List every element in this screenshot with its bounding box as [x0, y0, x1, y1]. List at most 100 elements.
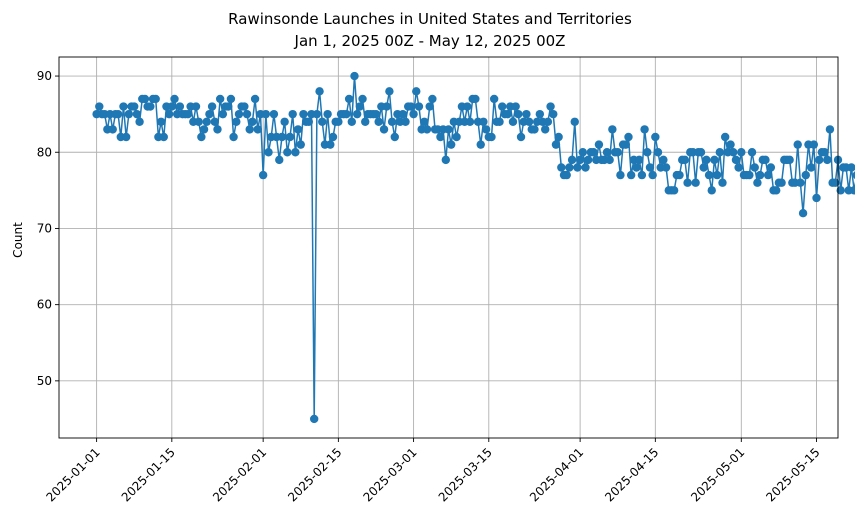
data-point [640, 125, 649, 134]
data-point [202, 117, 211, 126]
data-point [785, 155, 794, 165]
data-point [422, 125, 432, 134]
data-point [503, 109, 512, 119]
data-point [836, 186, 845, 195]
data-point [446, 140, 456, 149]
data-point [831, 178, 840, 187]
data-point [159, 132, 168, 142]
data-point [374, 117, 383, 126]
data-point [436, 132, 445, 142]
data-point [812, 193, 821, 203]
data-point [224, 102, 233, 111]
data-point [581, 163, 590, 172]
data-point [420, 117, 429, 126]
data-point [562, 170, 571, 180]
data-point [170, 94, 179, 104]
data-point [745, 170, 754, 180]
data-point [535, 109, 545, 119]
data-point [156, 117, 166, 126]
data-point [248, 117, 257, 126]
data-point [342, 109, 351, 119]
y-tick-label: 60 [37, 298, 52, 312]
data-point [546, 102, 555, 111]
data-point [476, 140, 485, 149]
data-point [583, 155, 593, 165]
data-point [718, 178, 727, 187]
data-point [498, 102, 507, 111]
data-point [315, 87, 324, 96]
data-point [140, 94, 150, 104]
data-point [146, 102, 155, 111]
data-point [183, 109, 193, 119]
data-point [508, 117, 518, 126]
data-point [401, 117, 410, 126]
data-point [124, 109, 134, 119]
plot-area-frame [58, 56, 839, 439]
data-point [95, 102, 104, 111]
data-point [164, 109, 174, 119]
data-point [680, 155, 690, 165]
data-point [167, 102, 177, 111]
data-point [659, 155, 668, 165]
series-layer [92, 71, 855, 424]
data-point [541, 125, 550, 134]
data-point [557, 163, 566, 172]
data-point [798, 209, 808, 218]
data-point [565, 163, 574, 172]
data-point [675, 170, 684, 180]
data-point [108, 125, 117, 134]
data-point [691, 178, 700, 187]
data-point [245, 125, 254, 134]
data-point [651, 132, 660, 142]
data-point [594, 140, 604, 149]
data-point [605, 155, 614, 165]
grid-lines [59, 57, 838, 438]
data-point [699, 163, 708, 172]
data-point [471, 94, 480, 104]
data-point [299, 109, 308, 119]
data-point [130, 102, 139, 111]
data-point [412, 87, 421, 96]
data-point [573, 163, 582, 172]
data-point [710, 155, 719, 165]
data-point [213, 125, 222, 134]
data-point [463, 102, 472, 111]
data-point [645, 163, 655, 172]
data-point [653, 148, 663, 157]
data-point [350, 71, 359, 81]
data-point [720, 132, 730, 142]
data-point [226, 94, 236, 104]
data-point [551, 140, 561, 149]
data-point [489, 94, 499, 104]
data-point [382, 102, 391, 111]
data-point [425, 102, 434, 111]
data-point [304, 117, 314, 126]
data-point [258, 170, 268, 180]
data-point [487, 132, 496, 142]
data-point [522, 109, 531, 119]
data-point [406, 102, 416, 111]
data-point [530, 125, 539, 134]
data-point [801, 170, 810, 180]
data-point [825, 125, 835, 134]
data-point [820, 148, 829, 157]
data-point [285, 132, 295, 142]
data-point [516, 132, 526, 142]
data-point [712, 170, 722, 180]
data-point [621, 140, 630, 149]
data-point [409, 109, 418, 119]
chart-subtitle: Jan 1, 2025 00Z - May 12, 2025 00Z [294, 32, 566, 50]
data-point [753, 178, 762, 187]
data-point [772, 186, 781, 195]
data-point [175, 102, 185, 111]
data-point [578, 148, 588, 157]
data-point [191, 102, 201, 111]
data-point [570, 117, 579, 126]
data-point [777, 178, 786, 187]
data-point [849, 186, 855, 195]
data-point [441, 155, 451, 165]
data-point [726, 140, 735, 149]
data-point [371, 109, 381, 119]
data-point [275, 155, 284, 165]
data-point [323, 109, 332, 119]
